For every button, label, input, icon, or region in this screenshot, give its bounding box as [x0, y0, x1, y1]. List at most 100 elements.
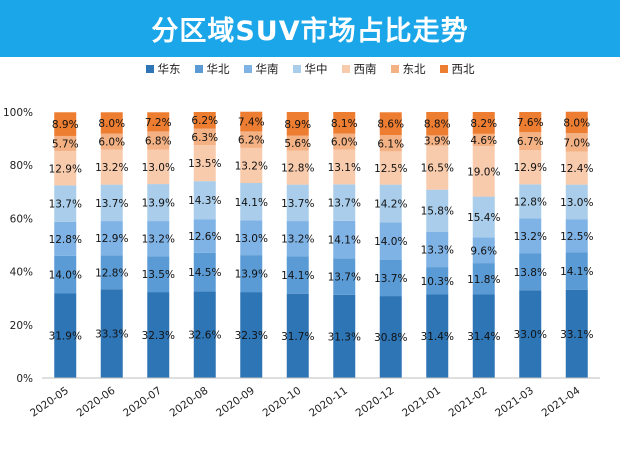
data-label: 6.3%	[191, 132, 218, 144]
legend-swatch	[292, 65, 301, 73]
data-label: 13.5%	[142, 269, 175, 281]
bar-segment	[565, 151, 588, 185]
bar-segment	[147, 292, 170, 378]
bar-segment	[519, 218, 542, 254]
bar-segment	[54, 185, 77, 222]
bar-segment	[240, 183, 263, 221]
legend-item: 东北	[390, 61, 426, 77]
bar-segment	[519, 132, 542, 151]
data-label: 31.3%	[328, 331, 361, 343]
data-label: 13.2%	[142, 234, 175, 246]
data-label: 13.2%	[235, 160, 268, 172]
data-label: 5.7%	[52, 139, 79, 151]
data-label: 33.3%	[95, 329, 128, 341]
chart-title: 分区域SUV市场占比走势	[151, 16, 469, 47]
data-label: 6.2%	[191, 115, 218, 127]
data-label: 13.8%	[514, 267, 547, 279]
bar-segment	[379, 135, 402, 152]
data-label: 12.9%	[514, 162, 547, 174]
data-label: 6.0%	[331, 137, 358, 149]
x-tick-label: 2021-03	[493, 385, 536, 420]
legend-swatch	[390, 65, 399, 73]
legend-label: 华东	[157, 62, 181, 76]
bar-segment	[100, 255, 123, 290]
x-tick-label: 2021-04	[540, 384, 583, 419]
y-tick-label: 100%	[3, 107, 33, 119]
data-label: 12.8%	[49, 234, 82, 246]
x-tick-label: 2020-09	[214, 385, 257, 420]
bar-segment	[426, 294, 449, 378]
bar-segment	[240, 111, 263, 132]
bar-segment	[565, 133, 588, 152]
bar-segment	[54, 293, 77, 378]
bar-segment	[426, 145, 449, 190]
bar-segment	[54, 112, 77, 136]
bar-segment	[193, 252, 216, 292]
bar-segment	[100, 184, 123, 222]
bar-segment	[100, 149, 123, 185]
legend-label: 东北	[402, 62, 426, 76]
bar-segment	[100, 221, 123, 256]
x-tick-label: 2020-11	[307, 385, 350, 420]
bar-segment	[519, 150, 542, 185]
bar-segment	[379, 112, 402, 136]
data-label: 12.9%	[95, 233, 128, 245]
data-label: 12.6%	[188, 231, 221, 243]
data-label: 32.3%	[235, 330, 268, 342]
bar-segment	[472, 146, 495, 197]
legend: 华东 华北 华南 华中 西南 东北 西北	[0, 60, 620, 78]
legend-label: 华中	[304, 62, 328, 76]
legend-swatch	[243, 65, 252, 73]
legend-label: 华北	[206, 62, 230, 76]
data-label: 8.2%	[470, 118, 497, 130]
legend-label: 西南	[353, 62, 377, 76]
data-label: 3.9%	[424, 136, 451, 148]
data-label: 12.8%	[514, 196, 547, 208]
data-label: 31.7%	[281, 331, 314, 343]
data-label: 31.4%	[467, 331, 500, 343]
data-label: 31.4%	[421, 331, 454, 343]
bar-segment	[286, 256, 309, 294]
data-label: 8.9%	[284, 119, 311, 131]
y-tick-label: 0%	[16, 373, 33, 385]
data-label: 7.2%	[145, 117, 172, 129]
data-label: 14.3%	[188, 195, 221, 207]
bar-segment	[565, 111, 588, 134]
data-label: 13.7%	[328, 198, 361, 210]
bar-segment	[193, 219, 216, 253]
bar-segment	[147, 256, 170, 293]
bar-segment	[147, 131, 170, 150]
data-label: 7.4%	[238, 117, 265, 129]
bar-segment	[100, 133, 123, 150]
legend-swatch	[194, 65, 203, 73]
data-label: 12.4%	[560, 163, 593, 175]
data-label: 8.9%	[52, 119, 79, 131]
bar-segment	[426, 112, 449, 136]
legend-item: 华东	[145, 61, 181, 77]
bar-segment	[472, 263, 495, 295]
data-label: 33.0%	[514, 329, 547, 341]
bar-segment	[426, 189, 449, 232]
x-tick-label: 2020-05	[28, 385, 71, 420]
bar-segment	[565, 252, 588, 290]
bar-segment	[193, 128, 216, 146]
data-label: 33.1%	[560, 329, 593, 341]
data-label: 13.7%	[49, 199, 82, 211]
data-label: 5.6%	[284, 138, 311, 150]
data-label: 13.7%	[95, 198, 128, 210]
bar-segment	[240, 292, 263, 378]
data-label: 14.5%	[188, 267, 221, 279]
y-tick-label: 40%	[10, 267, 33, 279]
data-label: 13.7%	[281, 198, 314, 210]
bar-segment	[519, 184, 542, 219]
bar-segment	[519, 290, 542, 378]
data-label: 13.9%	[235, 269, 268, 281]
data-label: 14.1%	[281, 270, 314, 282]
y-tick-label: 20%	[10, 320, 33, 332]
bar-segment	[472, 294, 495, 378]
x-tick-label: 2020-08	[168, 385, 211, 420]
bar-segment	[193, 112, 216, 129]
data-label: 13.0%	[142, 162, 175, 174]
bar-segment	[472, 196, 495, 238]
data-label: 30.8%	[374, 332, 407, 344]
